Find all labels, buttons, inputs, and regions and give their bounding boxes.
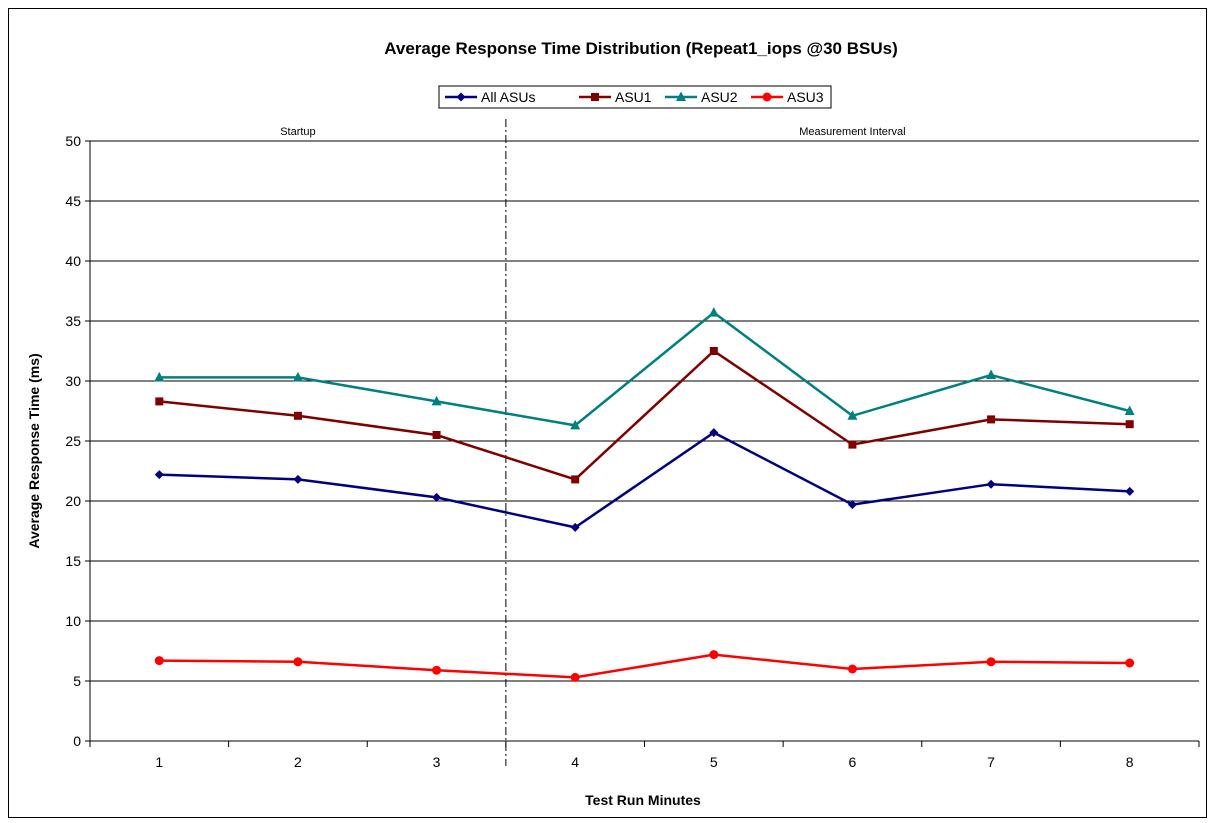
legend-box xyxy=(438,85,832,109)
legend-label: ASU1 xyxy=(615,89,652,105)
x-tick-label: 2 xyxy=(294,754,302,770)
data-point xyxy=(571,475,580,484)
phase-label: Measurement Interval xyxy=(799,126,905,138)
data-point xyxy=(154,656,164,666)
data-point xyxy=(848,440,857,449)
data-point xyxy=(847,410,858,420)
data-point xyxy=(293,657,303,667)
x-tick-label: 7 xyxy=(987,754,995,770)
data-point xyxy=(847,500,857,510)
data-point xyxy=(986,479,996,489)
y-tick-label: 30 xyxy=(65,373,81,389)
data-point xyxy=(293,411,302,420)
x-tick-label: 5 xyxy=(710,754,718,770)
data-point xyxy=(293,474,303,484)
data-point xyxy=(154,371,165,382)
data-point xyxy=(986,657,996,667)
phase-label: Startup xyxy=(280,126,315,138)
y-tick-label: 45 xyxy=(65,193,81,209)
data-point xyxy=(432,492,442,502)
legend-label: ASU2 xyxy=(701,89,738,105)
data-point xyxy=(1125,486,1135,496)
data-point xyxy=(570,522,580,532)
series-line xyxy=(159,653,1130,679)
data-point xyxy=(431,395,442,406)
data-point xyxy=(709,347,718,355)
legend: All ASUs ASU1 ASU2 ASU3 xyxy=(438,85,832,109)
x-tick-label: 1 xyxy=(155,754,163,770)
y-tick-label: 20 xyxy=(65,493,81,509)
y-tick-label: 5 xyxy=(73,673,81,689)
y-tick-label: 35 xyxy=(65,313,81,329)
legend-swatch-marker xyxy=(591,93,599,101)
data-point xyxy=(292,371,303,382)
data-point xyxy=(709,650,719,660)
data-point xyxy=(986,369,997,379)
y-tick-label: 15 xyxy=(65,553,81,569)
y-axis-title: Average Response Time (ms) xyxy=(26,353,42,548)
data-point xyxy=(1124,405,1135,415)
data-point xyxy=(709,428,719,438)
data-point xyxy=(154,470,164,480)
data-point xyxy=(1125,420,1134,429)
x-tick-label: 3 xyxy=(433,754,441,770)
data-point xyxy=(432,665,442,675)
data-point xyxy=(987,415,996,424)
series-line xyxy=(159,311,1131,427)
x-tick-label: 4 xyxy=(571,754,579,770)
data-point xyxy=(570,672,580,682)
legend-label: ASU3 xyxy=(787,89,824,105)
legend-swatch-marker xyxy=(762,92,772,102)
data-point xyxy=(708,307,719,317)
data-point xyxy=(1125,658,1135,668)
legend-swatch-marker xyxy=(676,91,686,101)
legend-swatch-marker xyxy=(456,92,466,102)
data-point xyxy=(570,419,581,430)
data-point xyxy=(847,664,857,674)
x-tick-label: 8 xyxy=(1126,754,1134,770)
x-tick-label: 6 xyxy=(849,754,857,770)
data-point xyxy=(155,397,164,406)
data-point xyxy=(432,431,441,439)
series-line xyxy=(159,349,1130,481)
legend-label: All ASUs xyxy=(481,89,535,105)
chart-frame: Average Response Time Distribution (Repe… xyxy=(8,8,1207,818)
chart-title: Average Response Time Distribution (Repe… xyxy=(384,39,898,58)
y-tick-label: 50 xyxy=(65,133,81,149)
y-tick-label: 40 xyxy=(65,253,81,269)
series-line xyxy=(159,431,1130,529)
y-tick-label: 10 xyxy=(65,613,81,629)
x-axis-title: Test Run Minutes xyxy=(585,792,701,808)
chart-svg: Average Response Time Distribution (Repe… xyxy=(26,39,1200,808)
y-tick-label: 0 xyxy=(73,733,81,749)
y-tick-label: 25 xyxy=(65,433,81,449)
